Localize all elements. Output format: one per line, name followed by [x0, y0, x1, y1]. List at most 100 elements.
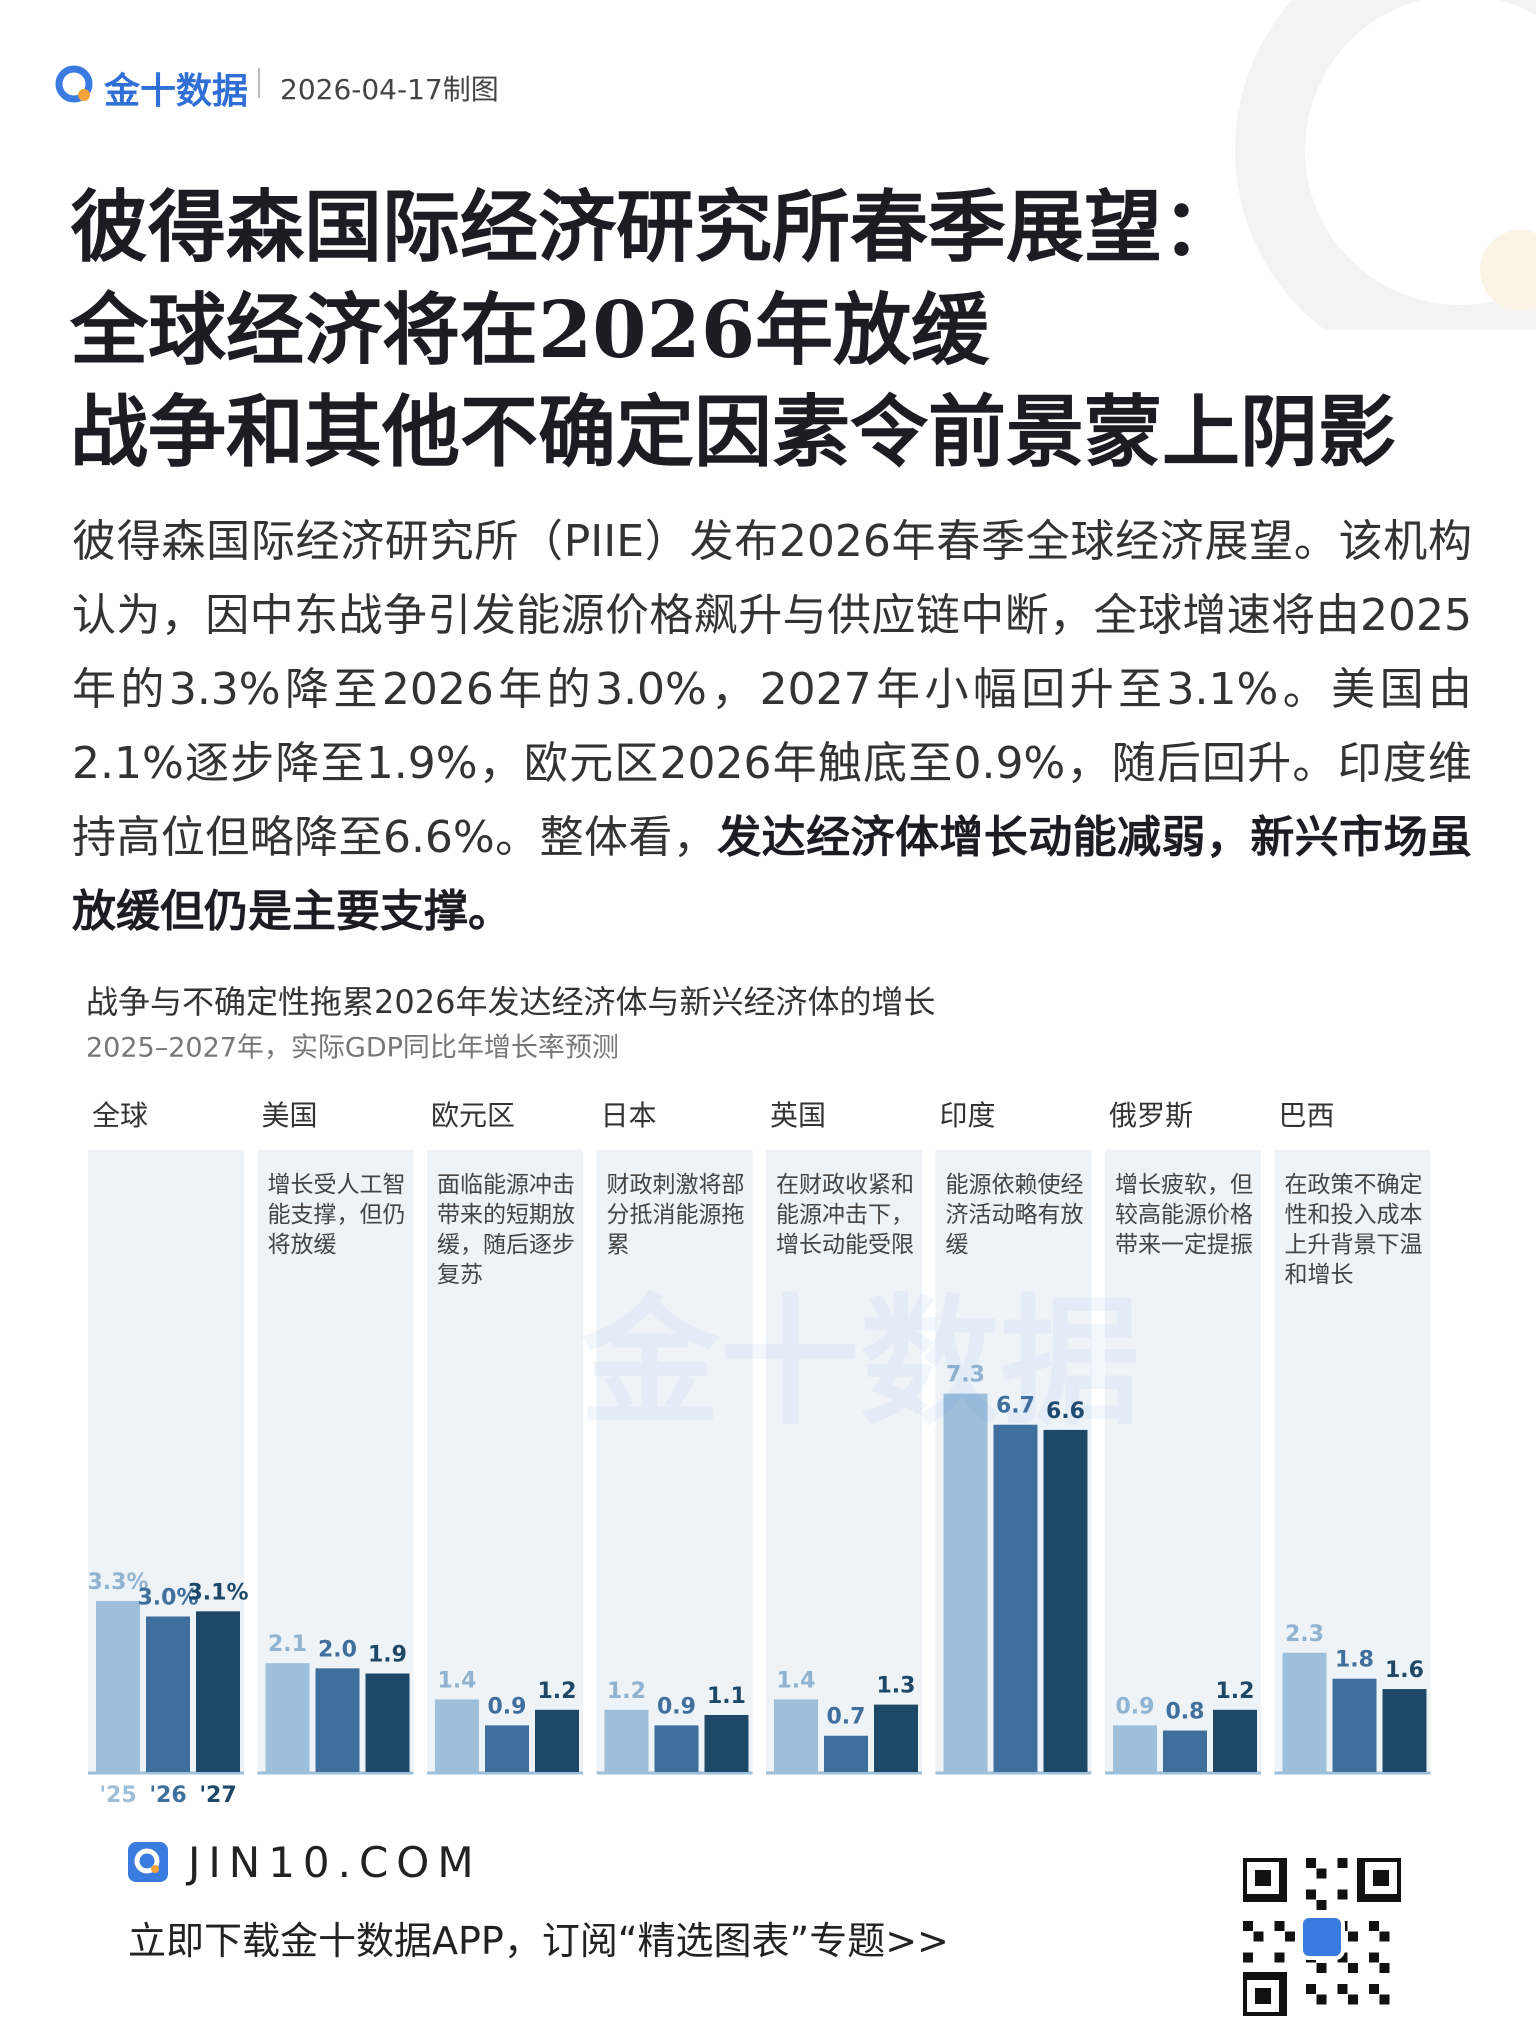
qr-module: [1253, 1931, 1264, 1942]
value-label: 3.0%: [137, 1586, 198, 1611]
value-label: 6.7: [996, 1394, 1035, 1419]
bar: [824, 1735, 868, 1772]
bar: [265, 1663, 310, 1772]
x-tick-label: '27: [199, 1783, 236, 1808]
value-label: 1.2: [607, 1679, 646, 1704]
footer-icon: [128, 1842, 168, 1882]
x-tick-label: '26: [149, 1783, 186, 1808]
panel-bg: [427, 1150, 583, 1772]
panel-annotation: 财政刺激将部分抵消能源拖累: [606, 1172, 745, 1258]
value-label: 6.6: [1046, 1399, 1085, 1424]
panel-label: 美国: [262, 1099, 318, 1132]
panel-bg: [766, 1150, 922, 1772]
qr-module: [1274, 1921, 1285, 1931]
bar: [96, 1600, 140, 1772]
bar: [1113, 1725, 1157, 1772]
bar: [435, 1699, 479, 1772]
bar: [1332, 1678, 1377, 1772]
value-label: 1.6: [1385, 1658, 1424, 1683]
qr-module: [1379, 1931, 1390, 1942]
panel-label: 巴西: [1279, 1099, 1335, 1132]
value-label: 1.8: [1335, 1648, 1374, 1673]
panel-label: 全球: [92, 1099, 148, 1132]
qr-module: [1337, 1889, 1348, 1900]
panel-label: 英国: [770, 1099, 826, 1132]
bar: [1382, 1689, 1427, 1772]
bar: [1213, 1709, 1257, 1772]
panel-bg: [1105, 1150, 1261, 1772]
qr-module: [1243, 1921, 1253, 1931]
panel-label: 欧元区: [431, 1099, 515, 1132]
panel-label: 俄罗斯: [1109, 1099, 1193, 1132]
value-label: 2.0: [318, 1637, 357, 1662]
qr-module: [1369, 1952, 1379, 1963]
qr-module: [1306, 1858, 1316, 1868]
value-label: 1.2: [538, 1679, 577, 1704]
chart-title: 战争与不确定性拖累2026年发达经济体与新兴经济体的增长: [86, 983, 935, 1021]
qr-module: [1274, 1952, 1285, 1963]
bar: [654, 1725, 699, 1772]
decoration: [1235, 0, 1536, 330]
qr-module: [1316, 1868, 1327, 1879]
bar: [704, 1714, 749, 1772]
date: 2026-04-17制图: [280, 73, 499, 106]
value-label: 1.4: [438, 1668, 477, 1693]
value-label: 3.3%: [87, 1570, 148, 1595]
qr-module: [1306, 1984, 1316, 1994]
bar: [485, 1725, 529, 1772]
qr-module: [1306, 1889, 1316, 1900]
qr-module: [1369, 1984, 1379, 1994]
body-text: 彼得森国际经济研究所（PIIE）发布2026年春季全球经济展望。该机构认为，因中…: [72, 505, 1472, 949]
title-line: 全球经济将在2026年放缓: [70, 285, 990, 376]
value-label: 0.9: [488, 1694, 527, 1719]
qr-module: [1316, 1963, 1327, 1973]
panel-annotation: 增长疲软，但较高能源价格带来一定提振: [1115, 1172, 1253, 1258]
qr-module: [1348, 1963, 1358, 1973]
chart-subtitle: 2025–2027年，实际GDP同比年增长率预测: [86, 1033, 619, 1064]
panel-annotation: 能源依赖使经济活动略有放缓: [945, 1172, 1084, 1258]
bar: [943, 1393, 988, 1772]
body-plain: 彼得森国际经济研究所（PIIE）发布2026年春季全球经济展望。该机构认为，因中…: [72, 516, 1472, 863]
bar: [365, 1673, 410, 1772]
value-label: 0.8: [1166, 1700, 1205, 1725]
bar: [604, 1709, 649, 1772]
bar: [993, 1424, 1038, 1772]
watermark: 金十数据: [580, 1282, 1141, 1445]
qr-module: [1379, 1963, 1390, 1973]
footer-cta: 立即下载金十数据APP，订阅“精选图表”专题>>: [128, 1919, 949, 1963]
value-label: 7.3: [946, 1363, 985, 1388]
title-line: 战争和其他不确定因素令前景蒙上阴影: [70, 387, 1397, 478]
bar: [535, 1709, 579, 1772]
panel-bg: [596, 1150, 753, 1772]
bar: [774, 1699, 818, 1772]
value-label: 3.1%: [187, 1580, 248, 1605]
qr-module: [1337, 1858, 1348, 1868]
footer-url: JIN10.COM: [188, 1838, 482, 1887]
value-label: 1.9: [368, 1643, 407, 1668]
bar: [874, 1704, 918, 1772]
bar: [1282, 1652, 1327, 1772]
body-emphasis: 发达经济体增长动能减弱，新兴市场虽放缓但仍是主要支撑。: [72, 812, 1472, 937]
panel-label: 印度: [940, 1099, 996, 1132]
value-label: 1.4: [777, 1668, 816, 1693]
panel-label: 日本: [601, 1099, 657, 1132]
qr-module: [1316, 1994, 1327, 2005]
bar: [1163, 1730, 1207, 1772]
logo-text: 金十数据: [104, 71, 249, 112]
qr-module: [1337, 1984, 1348, 1994]
qr-module: [1337, 1952, 1348, 1963]
panel-annotation: 在财政收紧和能源冲击下，增长动能受限: [776, 1172, 914, 1258]
bar: [146, 1616, 190, 1772]
qr-module: [1348, 1994, 1358, 2005]
qr-module: [1243, 1952, 1253, 1963]
value-label: 1.2: [1216, 1679, 1255, 1704]
value-label: 0.9: [1116, 1694, 1155, 1719]
bar: [1043, 1429, 1088, 1772]
logo-icon: [55, 65, 93, 103]
value-label: 1.3: [877, 1674, 916, 1699]
qr-module: [1379, 1994, 1390, 2005]
bar: [196, 1611, 240, 1772]
value-label: 0.7: [827, 1705, 866, 1730]
qr-module: [1369, 1921, 1379, 1931]
